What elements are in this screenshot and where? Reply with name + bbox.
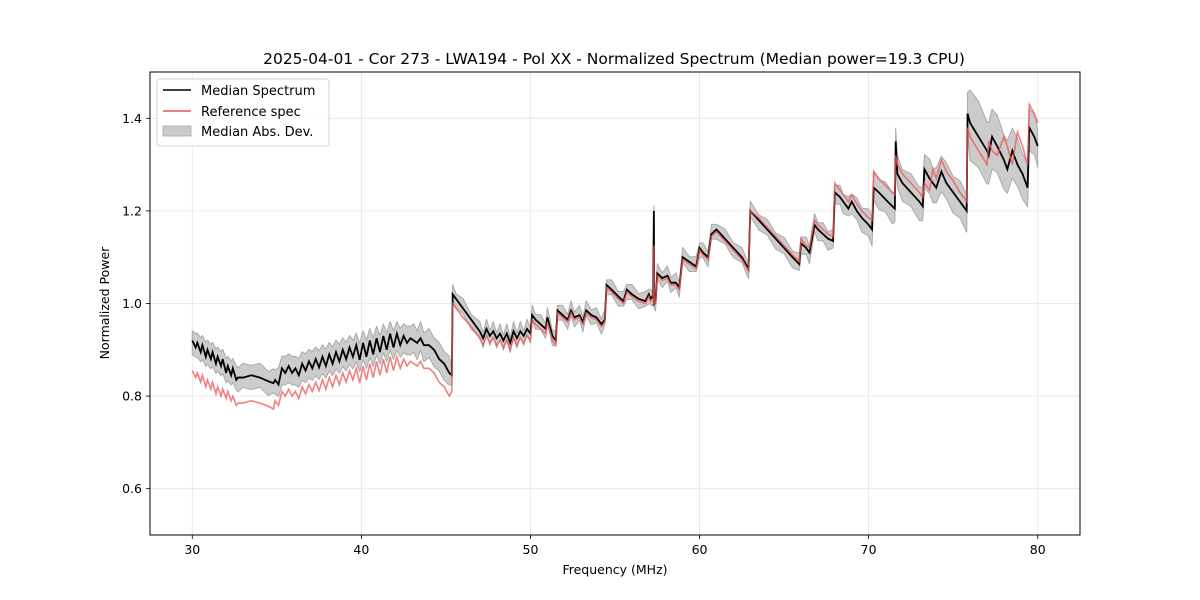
chart-title: 2025-04-01 - Cor 273 - LWA194 - Pol XX -… (263, 50, 965, 68)
y-tick-label: 1.4 (122, 111, 142, 126)
y-tick-label: 1.0 (122, 296, 142, 311)
legend-median-label: Median Spectrum (201, 84, 315, 99)
legend-mad-label: Median Abs. Dev. (201, 125, 313, 140)
y-axis-label: Normalized Power (97, 246, 112, 360)
legend: Median Spectrum Reference spec Median Ab… (156, 78, 330, 147)
x-axis-label: Frequency (MHz) (562, 562, 667, 577)
x-tick-label: 50 (523, 542, 539, 557)
x-tick-label: 60 (692, 542, 708, 557)
legend-box (156, 78, 330, 147)
x-tick-label: 40 (353, 542, 369, 557)
y-tick-label: 0.6 (122, 481, 142, 496)
x-tick-label: 30 (184, 542, 200, 557)
y-axis-ticks: 0.6 0.8 1.0 1.2 1.4 (122, 111, 150, 496)
x-axis-ticks: 30 40 50 60 70 80 (184, 535, 1046, 557)
mad-band (191, 89, 1039, 398)
x-tick-label: 70 (861, 542, 877, 557)
median-spectrum-line (191, 113, 1039, 387)
legend-reference-label: Reference spec (201, 105, 301, 120)
legend-mad-swatch (162, 125, 192, 137)
y-tick-label: 1.2 (122, 203, 142, 218)
mad-band-layer (191, 89, 1039, 398)
series-layer (191, 101, 1039, 411)
reference-spectrum-line (191, 101, 1039, 411)
y-tick-label: 0.8 (122, 389, 142, 404)
x-tick-label: 80 (1030, 542, 1046, 557)
